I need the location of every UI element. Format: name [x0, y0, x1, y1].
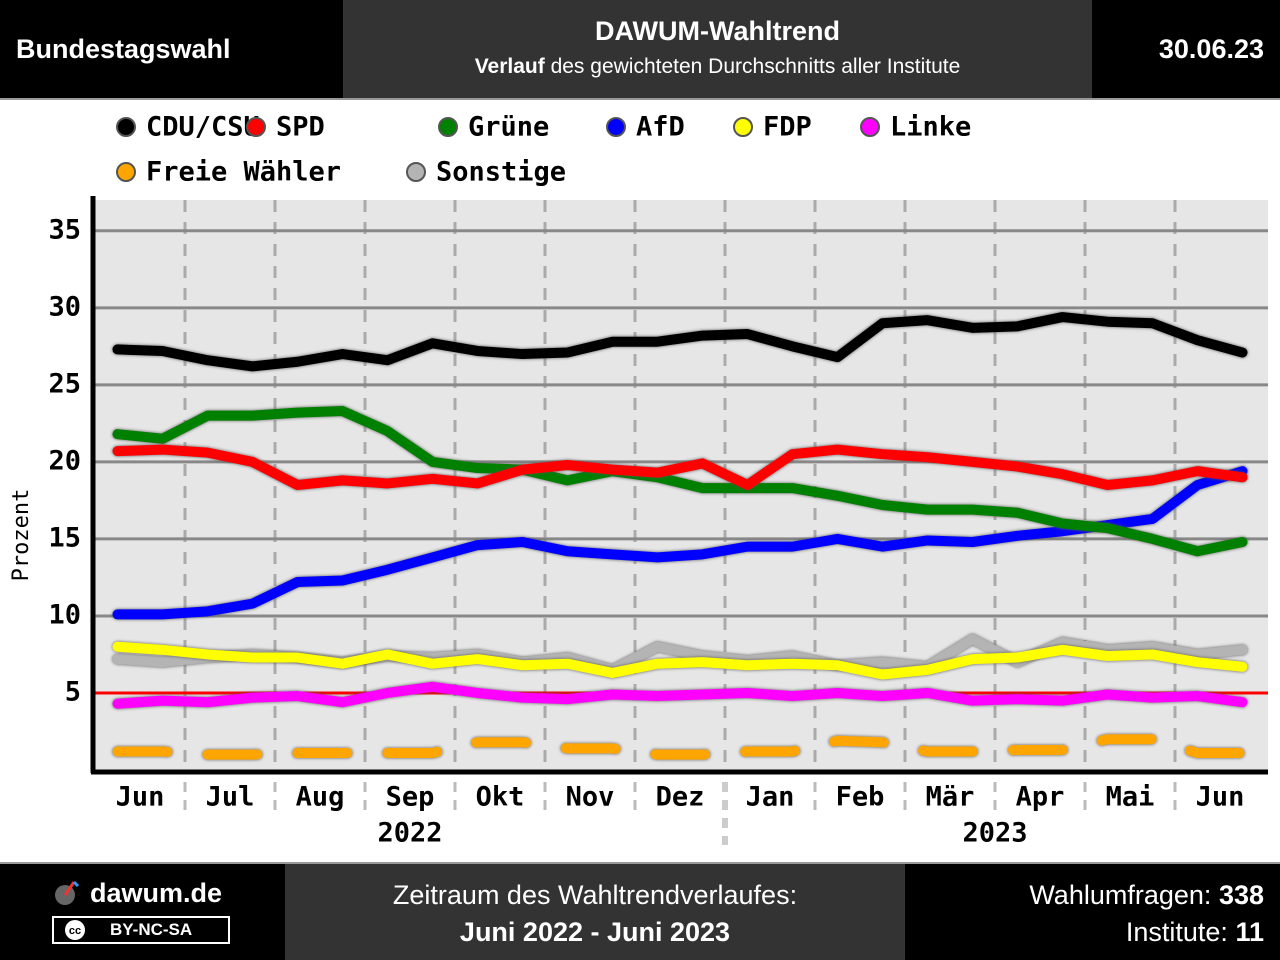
- period: Juni 2022 - Juni 2023: [459, 917, 731, 947]
- x-tick-label: Jun: [1196, 782, 1245, 813]
- series-line: [112, 641, 1248, 680]
- header: Bundestagswahl DAWUM-Wahltrend Verlauf d…: [0, 0, 1280, 100]
- x-tick-label: Nov: [566, 782, 615, 813]
- polls-label: Wahlumfragen:: [1029, 880, 1212, 910]
- footer-left: dawum.de cc BY-NC-SA: [0, 864, 285, 960]
- series-line: [112, 444, 1248, 490]
- header-left: Bundestagswahl: [0, 0, 343, 98]
- legend-marker: [733, 117, 753, 137]
- legend-item: CDU/CSU: [116, 112, 260, 143]
- y-axis-label: Prozent: [9, 489, 34, 582]
- header-subtitle: Verlauf des gewichteten Durchschnitts al…: [343, 55, 1092, 79]
- series-line: [112, 312, 1248, 372]
- svg-text:cc: cc: [69, 925, 81, 937]
- series-line: [112, 734, 1248, 760]
- license-text: BY-NC-SA: [110, 920, 193, 939]
- footer-right: Wahlumfragen: 338 Institute: 11: [905, 864, 1280, 960]
- polls-row: Wahlumfragen: 338: [905, 880, 1264, 911]
- legend-label: Linke: [890, 112, 971, 143]
- year-label: 2023: [962, 818, 1027, 849]
- legend-marker: [116, 162, 136, 182]
- header-title: DAWUM-Wahltrend: [595, 16, 840, 46]
- legend-item: AfD: [606, 112, 685, 143]
- legend-marker: [406, 162, 426, 182]
- legend-label: Sonstige: [436, 157, 566, 188]
- cc-icon: cc: [65, 920, 85, 940]
- legend-label: Grüne: [468, 112, 549, 143]
- legend-marker: [116, 117, 136, 137]
- footer: dawum.de cc BY-NC-SA Zeitraum des Wahltr…: [0, 862, 1280, 960]
- y-tick-label: 10: [48, 599, 81, 630]
- x-tick-label: Jan: [746, 782, 795, 813]
- series-line: [112, 466, 1248, 620]
- legend-label: AfD: [636, 112, 685, 143]
- footer-site: dawum.de: [90, 878, 223, 908]
- x-tick-label: Okt: [476, 782, 525, 813]
- legend-item: Sonstige: [406, 157, 566, 188]
- y-tick-label: 20: [48, 445, 81, 476]
- header-center: DAWUM-Wahltrend Verlauf des gewichteten …: [343, 0, 1092, 98]
- x-tick-label: Aug: [296, 782, 345, 813]
- legend-label: SPD: [276, 112, 325, 143]
- legend-item: Freie Wähler: [116, 157, 341, 188]
- year-label: 2022: [377, 818, 442, 849]
- series-line: [112, 406, 1248, 557]
- legend-item: SPD: [246, 112, 325, 143]
- institutes-row: Institute: 11: [905, 917, 1264, 948]
- legend-label: Freie Wähler: [146, 157, 341, 188]
- x-tick-label: Jul: [206, 782, 255, 813]
- y-tick-label: 25: [48, 368, 81, 399]
- legend-marker: [246, 117, 266, 137]
- series-line: [112, 681, 1248, 709]
- footer-center: Zeitraum des Wahltrendverlaufes: Juni 20…: [285, 864, 905, 960]
- x-tick-label: Sep: [386, 782, 435, 813]
- license-badge: cc BY-NC-SA: [52, 916, 230, 944]
- polls: 338: [1218, 880, 1264, 910]
- legend-item: FDP: [733, 112, 812, 143]
- subtitle-text: des gewichteten Durchschnitts aller Inst…: [550, 55, 961, 78]
- legend-marker: [606, 117, 626, 137]
- x-tick-label: Apr: [1016, 782, 1065, 813]
- logo-icon: [55, 880, 80, 905]
- header-date: 30.06.23: [1092, 0, 1280, 98]
- institutes-label: Institute:: [1125, 917, 1228, 947]
- legend-label: FDP: [763, 112, 812, 143]
- y-tick-label: 35: [48, 214, 81, 245]
- chart: 5 10 15 20 25 30 35 Prozent Jun Jul Aug Sep Okt Nov De…: [9, 112, 1268, 849]
- x-tick-label: Feb: [836, 782, 885, 813]
- institutes: 11: [1235, 917, 1264, 947]
- legend-marker: [438, 117, 458, 137]
- x-tick-label: Mai: [1106, 782, 1155, 813]
- subtitle-bold: Verlauf: [474, 55, 545, 78]
- legend-marker: [860, 117, 880, 137]
- y-tick-label: 30: [48, 291, 81, 322]
- period-label: Zeitraum des Wahltrendverlaufes:: [392, 880, 798, 910]
- legend-item: Grüne: [438, 112, 549, 143]
- x-tick-label: Jun: [116, 782, 165, 813]
- y-tick-label: 15: [48, 522, 81, 553]
- y-tick-label: 5: [65, 676, 81, 707]
- legend-item: Linke: [860, 112, 971, 143]
- x-tick-label: Dez: [656, 782, 705, 813]
- legend-label: CDU/CSU: [146, 112, 260, 143]
- x-tick-label: Mär: [926, 782, 975, 813]
